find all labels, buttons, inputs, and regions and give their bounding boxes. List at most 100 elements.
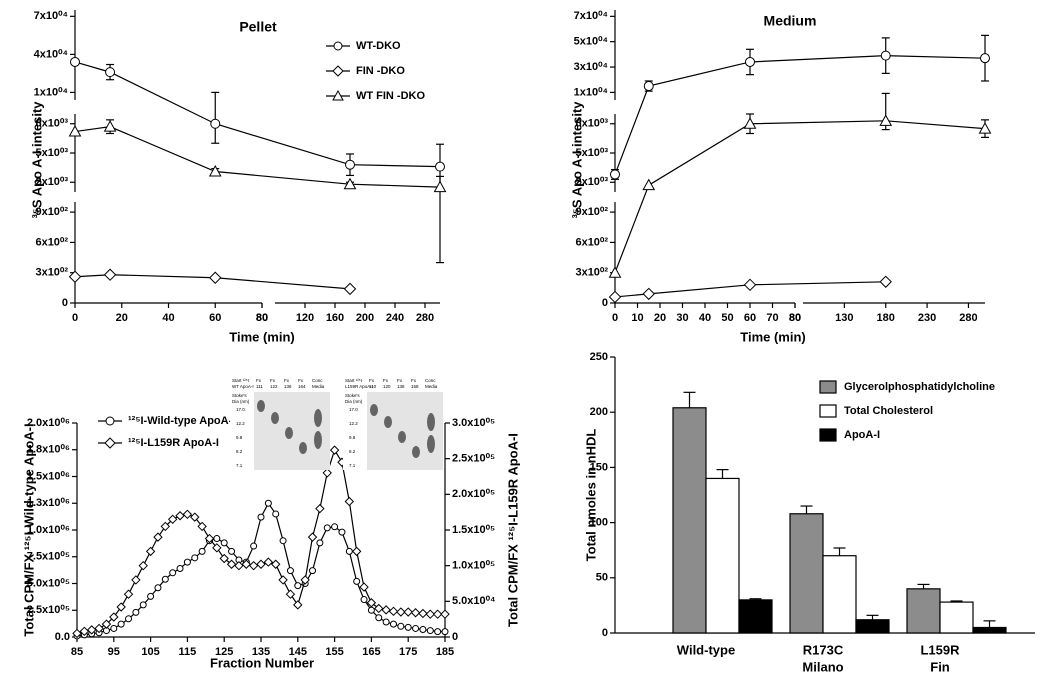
- marker: [109, 612, 119, 622]
- marker: [388, 606, 399, 617]
- y-tick-label: 2x10⁰³: [575, 176, 608, 188]
- error-bar: [211, 91, 220, 144]
- y-tick-label: 6x10⁰²: [575, 236, 608, 248]
- y-tick-label: 9x10⁰²: [35, 206, 68, 218]
- marker: [103, 268, 117, 281]
- marker: [343, 177, 357, 190]
- x-tick-label: 185: [436, 646, 454, 658]
- series-line: [74, 274, 351, 290]
- marker: [360, 596, 368, 604]
- error-bar: [716, 469, 729, 479]
- y-tick-label: 250: [590, 351, 608, 363]
- marker: [345, 547, 353, 555]
- legend-label: ¹²⁵I-Wild-type ApoA-I: [128, 415, 235, 427]
- x-tick-label: 125: [215, 646, 233, 658]
- gel-lane-label: Media: [425, 384, 438, 389]
- marker: [743, 117, 757, 129]
- marker: [410, 608, 421, 618]
- y-tick-label: 1.5x10⁰⁶: [27, 470, 70, 482]
- legend-label: Total Cholesterol: [844, 405, 933, 417]
- x-tick-label: Milano: [802, 659, 843, 674]
- marker: [642, 178, 656, 191]
- marker: [329, 445, 340, 455]
- marker: [161, 575, 169, 583]
- marker: [182, 509, 193, 520]
- marker: [248, 560, 259, 571]
- x-axis-label: Time (min): [229, 329, 295, 344]
- y-tick-label: 3x10⁰²: [35, 267, 68, 279]
- gel-spot: [427, 413, 435, 431]
- y-tick-label: 1.5x10⁰⁵: [452, 524, 495, 536]
- legend-label: WT-DKO: [356, 40, 401, 52]
- y-tick-label: 8x10⁰³: [35, 118, 68, 130]
- marker: [300, 575, 310, 585]
- gel-image: [367, 392, 443, 470]
- marker: [169, 569, 177, 577]
- x-axis-label: Fraction Number: [210, 655, 314, 670]
- marker: [139, 601, 147, 609]
- marker: [381, 605, 391, 615]
- marker: [70, 56, 80, 67]
- gel-lane-label: Fx: [284, 378, 290, 383]
- y-tick-label: 3x10⁰⁴: [574, 61, 608, 73]
- gel-lane-label: Conc: [312, 378, 323, 383]
- marker: [366, 598, 377, 608]
- error-bar: [833, 547, 846, 556]
- marker: [197, 521, 207, 532]
- marker: [79, 626, 90, 637]
- y-tick-label: 9x10⁰²: [575, 206, 608, 218]
- gel-size-label: 17.0: [349, 407, 358, 412]
- y-tick-label: 0: [602, 627, 608, 639]
- x-tick-label: 115: [179, 646, 197, 658]
- x-tick-label: 10: [631, 312, 643, 324]
- bar: [822, 555, 857, 634]
- gel-lane-label: Fx: [369, 378, 375, 383]
- gel-lane-label: Start ¹²⁵I: [232, 378, 249, 383]
- marker: [440, 609, 450, 619]
- marker: [338, 528, 346, 536]
- gel-size-title: Dia (nm): [345, 399, 363, 404]
- marker: [359, 582, 369, 592]
- marker: [980, 53, 990, 64]
- marker: [125, 615, 133, 623]
- x-tick-label: 160: [326, 312, 344, 324]
- gel-lane-label: WT ApoA-I: [232, 384, 254, 389]
- marker: [389, 620, 397, 628]
- marker: [209, 271, 222, 284]
- marker: [68, 125, 82, 137]
- y-tick-label: 3.0x10⁰⁵: [452, 417, 495, 429]
- x-tick-label: 230: [918, 312, 936, 324]
- gel-size-label: 9.8: [349, 435, 356, 440]
- marker: [116, 602, 126, 612]
- x-tick-label: 155: [325, 646, 343, 658]
- gel-spot: [384, 416, 392, 428]
- marker: [345, 159, 355, 170]
- legend-marker: [104, 437, 116, 449]
- error-bar: [749, 598, 762, 600]
- marker: [426, 627, 434, 635]
- gel-lane-label: 122: [270, 384, 278, 389]
- x-tick-label: 165: [362, 646, 380, 658]
- x-tick-label: R173C: [803, 642, 844, 657]
- marker: [117, 620, 125, 628]
- marker: [307, 532, 318, 542]
- marker: [175, 511, 185, 521]
- legend-swatch: [819, 428, 837, 442]
- marker: [743, 278, 757, 292]
- bar: [705, 477, 740, 634]
- y-tick-label: 1.8x10⁰⁶: [27, 444, 70, 456]
- marker: [403, 607, 413, 617]
- marker: [396, 607, 406, 617]
- error-bar: [917, 583, 930, 589]
- gel-size-label: 7.1: [236, 463, 243, 468]
- x-tick-label: 280: [959, 312, 977, 324]
- marker: [272, 510, 280, 518]
- y-tick-label: 1.3x10⁰⁶: [27, 497, 70, 509]
- x-tick-label: 180: [877, 312, 895, 324]
- x-tick-label: 280: [416, 312, 434, 324]
- error-bar: [866, 614, 879, 620]
- marker: [642, 287, 655, 301]
- marker: [353, 577, 361, 585]
- marker: [433, 180, 447, 193]
- y-tick-label: 200: [590, 406, 608, 418]
